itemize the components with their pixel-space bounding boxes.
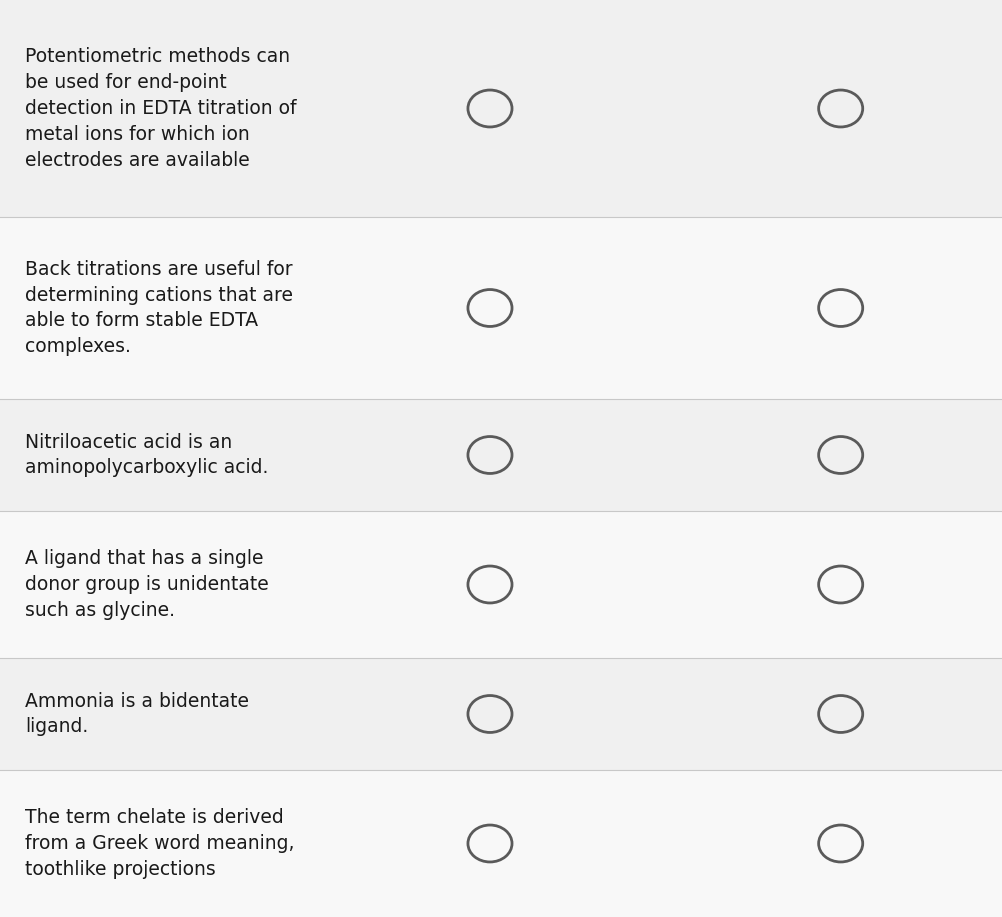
Text: Potentiometric methods can
be used for end-point
detection in EDTA titration of
: Potentiometric methods can be used for e… (25, 48, 297, 170)
Text: Back titrations are useful for
determining cations that are
able to form stable : Back titrations are useful for determini… (25, 260, 293, 356)
Bar (0, 0, 1002, 217)
Bar (0, 770, 1002, 917)
Text: Nitriloacetic acid is an
aminopolycarboxylic acid.: Nitriloacetic acid is an aminopolycarbox… (25, 433, 269, 478)
Bar (0, 217, 1002, 399)
Text: A ligand that has a single
donor group is unidentate
such as glycine.: A ligand that has a single donor group i… (25, 549, 269, 620)
Text: Ammonia is a bidentate
ligand.: Ammonia is a bidentate ligand. (25, 691, 249, 736)
Bar (0, 511, 1002, 658)
Bar (0, 658, 1002, 770)
Bar (0, 399, 1002, 511)
Text: The term chelate is derived
from a Greek word meaning,
toothlike projections: The term chelate is derived from a Greek… (25, 808, 295, 878)
